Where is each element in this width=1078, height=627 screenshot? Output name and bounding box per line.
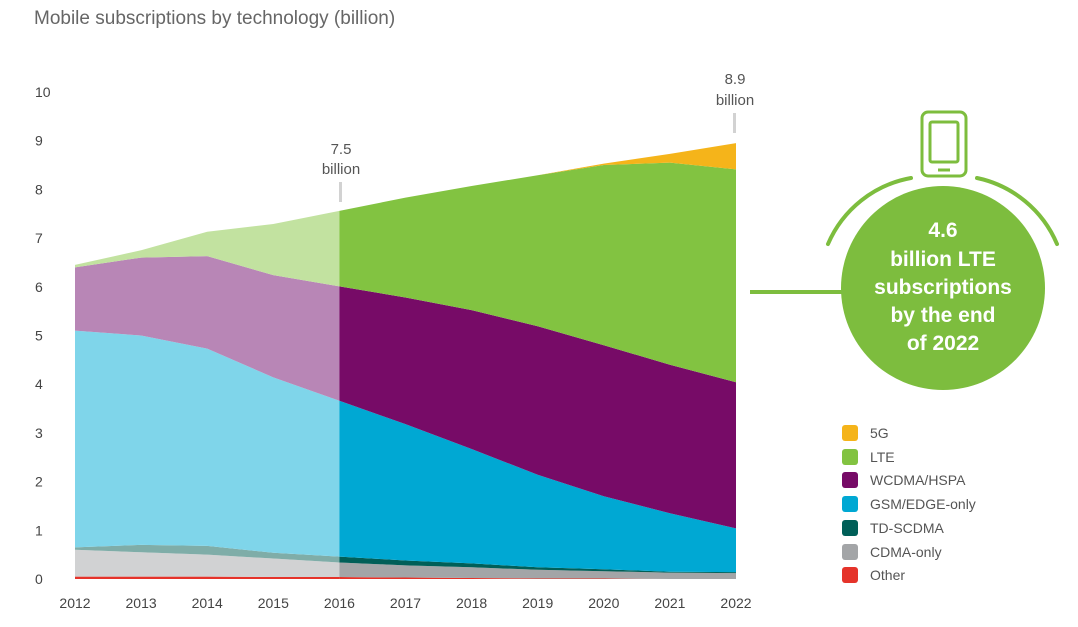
callout-right-tick <box>733 113 736 133</box>
bubble-text: 4.6 billion LTE subscriptions by the end… <box>874 219 1012 355</box>
legend-label: GSM/EDGE-only <box>870 496 976 513</box>
legend-item: CDMA-only <box>842 543 942 561</box>
bubble-arc-left <box>826 176 913 246</box>
area-lte-forecast <box>339 162 736 383</box>
chart-title: Mobile subscriptions by technology (bill… <box>34 8 396 29</box>
legend-item: LTE <box>842 448 895 466</box>
legend-label: Other <box>870 567 906 584</box>
x-tick-label: 2013 <box>126 595 157 611</box>
legend-label: CDMA-only <box>870 543 942 560</box>
legend-swatch <box>842 519 858 536</box>
area-td-scdma-historical <box>75 544 340 563</box>
area-wcdma-hspa-forecast <box>339 286 736 529</box>
y-tick-label: 2 <box>35 474 43 490</box>
area-other-historical <box>75 576 340 579</box>
bubble-arc-right <box>975 176 1059 246</box>
area-cdma-only-historical <box>75 549 340 578</box>
area-layers <box>75 143 736 579</box>
y-tick-label: 5 <box>35 328 43 344</box>
x-tick-label: 2017 <box>390 595 421 611</box>
legend-swatch <box>842 425 858 441</box>
y-tick-label: 9 <box>35 133 43 149</box>
x-tick-label: 2018 <box>456 595 487 611</box>
x-tick-label: 2015 <box>258 595 289 611</box>
y-axis: 0 1 2 3 4 5 6 7 8 9 10 <box>35 84 51 587</box>
legend-label: 5G <box>870 425 889 441</box>
x-tick-label: 2019 <box>522 595 553 611</box>
area-gsm-edge-only-historical <box>75 330 340 557</box>
legend-label: TD-SCDMA <box>870 519 944 536</box>
bubble-line-5: of 2022 <box>907 332 979 355</box>
x-tick-label: 2012 <box>59 595 90 611</box>
lte-summary-bubble <box>841 186 1045 390</box>
y-tick-label: 10 <box>35 84 51 100</box>
x-tick-label: 2014 <box>192 595 223 611</box>
legend-item: TD-SCDMA <box>842 519 944 537</box>
area-td-scdma-forecast <box>339 556 736 574</box>
legend-swatch <box>842 496 858 513</box>
phone-icon <box>920 110 968 178</box>
area-wcdma-hspa-historical <box>75 256 340 401</box>
legend-label: WCDMA/HSPA <box>870 472 966 489</box>
x-tick-label: 2021 <box>654 595 685 611</box>
bubble-connector-line <box>750 290 842 294</box>
area-cdma-only-forecast <box>339 562 736 579</box>
area-gsm-edge-only-forecast <box>339 400 736 573</box>
area-5g-forecast <box>339 143 736 211</box>
bubble-line-3: subscriptions <box>874 276 1012 299</box>
callout-right-value: 8.9 <box>725 71 746 88</box>
legend-item: GSM/EDGE-only <box>842 495 976 513</box>
area-lte-historical <box>75 210 340 287</box>
legend-swatch <box>842 567 858 584</box>
legend-item: Other <box>842 566 905 584</box>
y-tick-label: 0 <box>35 571 43 587</box>
callout-left-value: 7.5 <box>331 141 352 158</box>
y-tick-label: 3 <box>35 425 43 441</box>
bubble-line-2: billion LTE <box>890 248 996 271</box>
y-tick-label: 1 <box>35 522 43 538</box>
callout-left-tick <box>339 182 342 202</box>
y-tick-label: 7 <box>35 230 43 246</box>
bubble-line-1: 4.6 <box>928 219 957 242</box>
y-tick-label: 6 <box>35 279 43 295</box>
legend-item: 5G <box>842 424 889 442</box>
x-tick-label: 2022 <box>720 595 751 611</box>
x-tick-label: 2020 <box>588 595 619 611</box>
bubble-line-4: by the end <box>890 304 995 327</box>
legend-item: WCDMA/HSPA <box>842 471 965 489</box>
legend-swatch <box>842 448 858 465</box>
x-axis: 2012 2013 2014 2015 2016 2017 2018 2019 2020 2021… <box>59 595 751 611</box>
y-tick-label: 8 <box>35 181 43 197</box>
legend-swatch <box>842 472 858 489</box>
callout-right-unit: billion <box>716 92 754 109</box>
y-tick-label: 4 <box>35 376 43 392</box>
legend-swatch <box>842 543 858 560</box>
legend-label: LTE <box>870 448 895 465</box>
callout-left-unit: billion <box>322 161 360 178</box>
x-tick-label: 2016 <box>324 595 355 611</box>
area-other-forecast <box>339 577 736 579</box>
